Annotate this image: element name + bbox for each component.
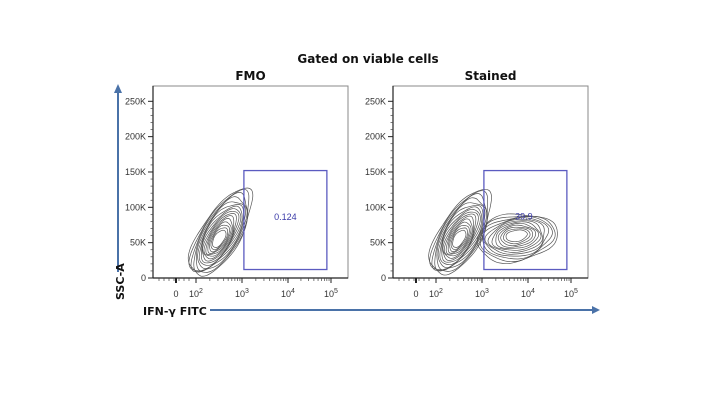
x-tick-base: 10 [429, 289, 439, 299]
y-tick-label: 0 [381, 273, 386, 283]
gate-percentage: 0.124 [274, 212, 297, 222]
contour-line [203, 215, 235, 257]
x-tick-exponent: 3 [245, 288, 249, 295]
contour-line [487, 220, 543, 253]
contour-line [190, 192, 249, 273]
y-axis-arrowhead-icon [114, 84, 122, 93]
contour-line [187, 187, 254, 277]
x-tick-label: 0 [413, 289, 418, 299]
y-tick-label: 150K [365, 167, 386, 177]
contour-line [207, 221, 232, 254]
y-tick-label: 0 [141, 273, 146, 283]
y-tick-label: 50K [370, 238, 386, 248]
y-tick-label: 200K [125, 132, 146, 142]
x-tick-label: 102 [429, 288, 443, 299]
gate-rectangle [243, 169, 328, 271]
plot-frame [152, 85, 349, 279]
x-tick-base: 0 [413, 289, 418, 299]
x-tick-label: 104 [281, 288, 295, 299]
x-tick-base: 10 [564, 289, 574, 299]
contour-line [188, 189, 250, 273]
panel-title: FMO [235, 69, 265, 83]
contour-line [491, 221, 542, 251]
contour-line [479, 215, 556, 263]
y-tick-label: 250K [125, 96, 146, 106]
x-tick-label: 102 [189, 288, 203, 299]
x-axis-arrowhead-icon [592, 306, 600, 314]
contour-line [439, 206, 483, 266]
y-tick-label: 100K [125, 202, 146, 212]
contour-line [476, 213, 558, 264]
contour-line [500, 226, 534, 247]
contour-line [202, 213, 237, 260]
contour-line [447, 221, 472, 254]
contour-line [442, 213, 477, 259]
contour-line [497, 224, 537, 248]
contour-line [205, 218, 233, 255]
contour-line [428, 189, 492, 276]
y-tick-label: 100K [365, 202, 386, 212]
x-tick-base: 0 [173, 289, 178, 299]
contour-line [449, 225, 470, 252]
figure-title: Gated on viable cells [297, 52, 438, 66]
x-tick-label: 105 [564, 288, 578, 299]
contour-line [210, 227, 229, 251]
contour-line [201, 211, 240, 262]
x-tick-label: 0 [173, 289, 178, 299]
contour-plot [187, 187, 254, 277]
x-tick-exponent: 5 [574, 288, 578, 295]
contour-line [198, 205, 243, 266]
x-axis-label: IFN-γ FITC [143, 305, 207, 318]
x-tick-base: 10 [189, 289, 199, 299]
contour-line [450, 227, 468, 250]
x-tick-base: 10 [281, 289, 291, 299]
gate-rectangle [483, 169, 568, 271]
panel-title: Stained [465, 69, 517, 83]
x-tick-exponent: 3 [485, 288, 489, 295]
y-tick-label: 50K [130, 238, 146, 248]
contour-line [445, 218, 473, 255]
gate-percentage: 39.9 [515, 211, 533, 221]
x-tick-label: 103 [475, 288, 489, 299]
contour-line [200, 208, 242, 264]
x-tick-label: 105 [324, 288, 338, 299]
y-axis-label: SSC-A [114, 263, 127, 300]
x-tick-exponent: 2 [439, 288, 443, 295]
contour-line [212, 229, 227, 248]
x-tick-base: 10 [475, 289, 485, 299]
contour-line [429, 190, 488, 272]
contour-line [503, 228, 531, 245]
x-tick-base: 10 [324, 289, 334, 299]
x-tick-exponent: 5 [334, 288, 338, 295]
y-tick-label: 250K [365, 96, 386, 106]
x-tick-label: 104 [521, 288, 535, 299]
contour-line [495, 222, 540, 249]
x-tick-exponent: 4 [531, 288, 535, 295]
contour-line [484, 218, 545, 255]
contour-line [443, 215, 474, 257]
contour-line [452, 229, 467, 248]
contour-plot [428, 189, 558, 276]
x-tick-label: 103 [235, 288, 249, 299]
contour-line [431, 193, 488, 271]
x-tick-base: 10 [521, 289, 531, 299]
y-tick-label: 150K [125, 167, 146, 177]
x-tick-base: 10 [235, 289, 245, 299]
x-tick-exponent: 2 [199, 288, 203, 295]
contour-line [441, 208, 481, 263]
y-tick-label: 200K [365, 132, 386, 142]
contour-line [505, 229, 528, 243]
contour-line [441, 211, 479, 261]
contour-line [209, 224, 230, 253]
x-tick-exponent: 4 [291, 288, 295, 295]
contour-line [482, 217, 550, 257]
